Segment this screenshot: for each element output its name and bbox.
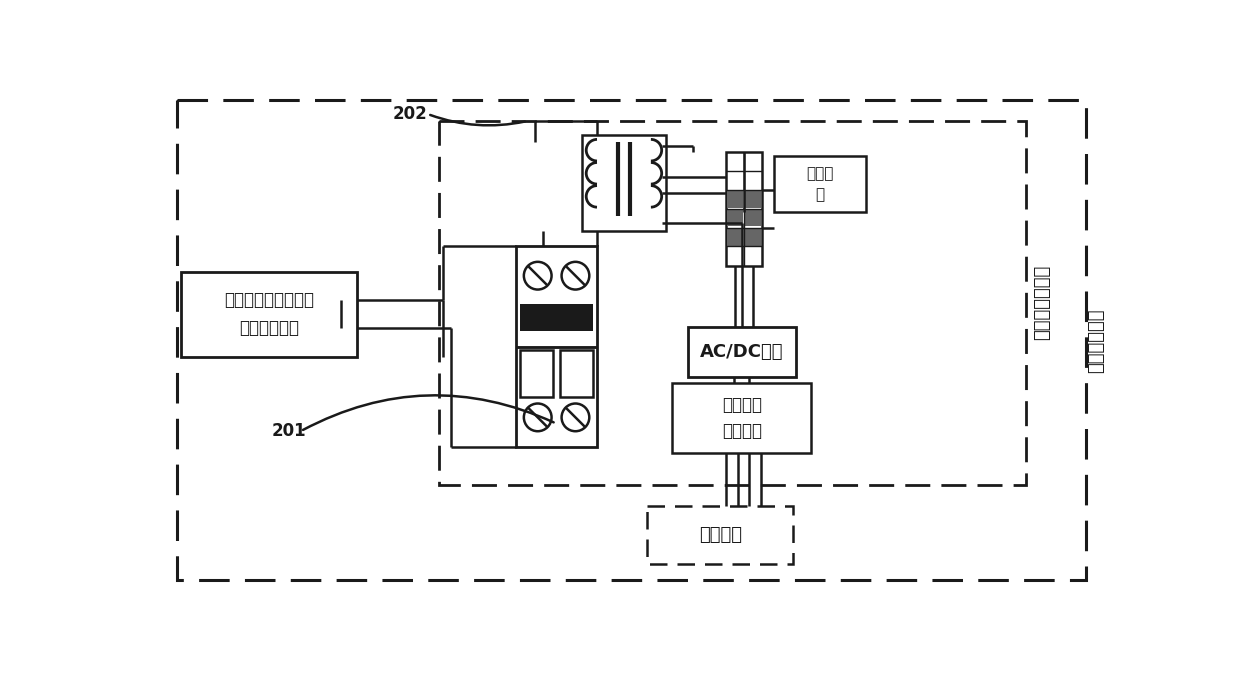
FancyArrowPatch shape (430, 115, 525, 125)
Text: 202: 202 (393, 105, 428, 123)
Bar (181, 272, 357, 357)
Bar (560, 350, 593, 396)
Bar (520, 350, 553, 396)
Bar (582, 135, 666, 231)
Circle shape (562, 404, 589, 431)
Text: 清洗装置: 清洗装置 (698, 526, 742, 544)
Bar (439, 121, 1025, 485)
Text: 清洗小车电控笱: 清洗小车电控笱 (1033, 265, 1052, 340)
Bar (727, 228, 743, 245)
Text: 自动清洗装置: 自动清洗装置 (1087, 308, 1105, 373)
Bar (745, 210, 761, 226)
Circle shape (523, 262, 552, 290)
Text: 光伏电站交流汇流笱
或笱变低压侧: 光伏电站交流汇流笱 或笱变低压侧 (224, 291, 314, 337)
Text: 计量系
统: 计量系 统 (806, 166, 835, 202)
Text: 201: 201 (272, 422, 306, 440)
Bar (647, 506, 794, 563)
Bar (520, 304, 593, 331)
Bar (745, 191, 761, 208)
Text: 清洗小车
控制单元: 清洗小车 控制单元 (722, 396, 761, 440)
FancyArrowPatch shape (303, 396, 554, 430)
Circle shape (562, 262, 589, 290)
Bar (727, 210, 743, 226)
Bar (688, 328, 796, 377)
Bar (672, 384, 811, 453)
Circle shape (523, 404, 552, 431)
Bar (727, 152, 761, 266)
Bar (774, 156, 867, 212)
Bar (727, 191, 743, 208)
Text: AC/DC电源: AC/DC电源 (701, 343, 784, 361)
Bar (516, 247, 596, 447)
Bar (745, 228, 761, 245)
